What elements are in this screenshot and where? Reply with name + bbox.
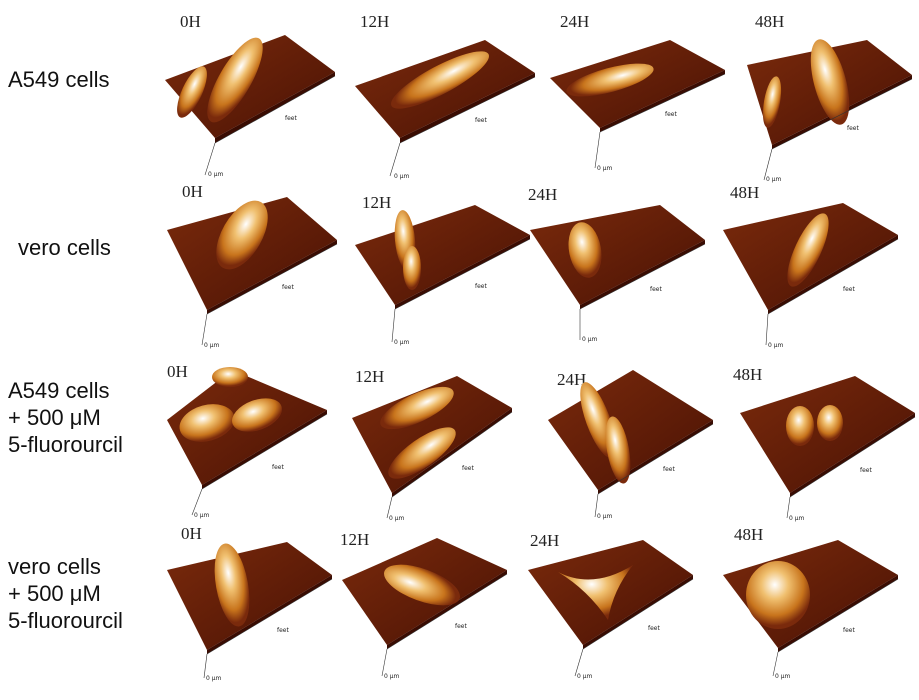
afm-image-r4-12h: feet 0 μm bbox=[337, 530, 527, 700]
time-label-r1-1: 12H bbox=[360, 12, 390, 31]
afm-surface: feet 0 μm bbox=[167, 197, 338, 349]
afm-image-r3-0h: feet 0 μm bbox=[162, 365, 352, 535]
time-label-r2-0: 0H bbox=[182, 182, 203, 201]
afm-surface: feet 0 μm bbox=[740, 376, 916, 522]
afm-image-r2-0h: feet 0 μm bbox=[162, 185, 352, 355]
afm-surface: feet 0 μm bbox=[747, 39, 913, 183]
afm-surface: feet 0 μm bbox=[723, 540, 899, 680]
afm-image-r2-12h: feet 0 μm bbox=[350, 190, 540, 360]
axis-zero: 0 μm bbox=[394, 339, 410, 346]
afm-surface: feet 0 μm bbox=[530, 205, 706, 343]
time-label-r4-2: 24H bbox=[530, 531, 560, 550]
afm-surface: feet 0 μm bbox=[352, 376, 513, 522]
afm-surface: feet 0 μm bbox=[548, 370, 714, 520]
row-label-2: vero cells bbox=[18, 235, 111, 260]
axis-zero: 0 μm bbox=[384, 673, 400, 680]
time-label-r1-2: 24H bbox=[560, 12, 590, 31]
afm-image-r4-48h: feet 0 μm bbox=[718, 530, 908, 700]
axis-zero: 0 μm bbox=[766, 176, 782, 183]
afm-surface: feet 0 μm bbox=[167, 542, 333, 682]
time-label-r1-3: 48H bbox=[755, 12, 785, 31]
time-label-r4-3: 48H bbox=[734, 525, 764, 544]
afm-surface: feet 0 μm bbox=[342, 538, 508, 680]
axis-label: feet bbox=[475, 283, 487, 290]
afm-image-r1-24h: feet 0 μm bbox=[545, 18, 735, 188]
axis-zero: 0 μm bbox=[389, 515, 405, 522]
axis-label: feet bbox=[648, 625, 660, 632]
afm-surface: feet 0 μm bbox=[723, 203, 899, 349]
axis-label: feet bbox=[285, 115, 297, 122]
time-label-r4-0: 0H bbox=[181, 524, 202, 543]
time-label-r3-2: 24H bbox=[557, 370, 587, 389]
afm-surface: feet 0 μm bbox=[355, 40, 536, 180]
time-label-r1-0: 0H bbox=[180, 12, 201, 31]
axis-label: feet bbox=[665, 111, 677, 118]
afm-image-r4-0h: feet 0 μm bbox=[162, 530, 352, 700]
axis-zero: 0 μm bbox=[204, 342, 220, 349]
axis-zero: 0 μm bbox=[194, 512, 210, 519]
axis-zero: 0 μm bbox=[208, 171, 224, 178]
afm-figure: A549 cells vero cells A549 cells + 500 μ… bbox=[8, 10, 919, 682]
axis-label: feet bbox=[462, 465, 474, 472]
afm-surface: feet 0 μm bbox=[355, 205, 531, 346]
time-label-r4-1: 12H bbox=[340, 530, 370, 549]
axis-label: feet bbox=[282, 284, 294, 291]
time-label-r3-3: 48H bbox=[733, 365, 763, 384]
time-label-r3-0: 0H bbox=[167, 362, 188, 381]
afm-image-r1-48h: feet 0 μm bbox=[742, 20, 919, 190]
axis-label: feet bbox=[847, 125, 859, 132]
afm-image-r1-12h: feet 0 μm bbox=[350, 18, 540, 188]
axis-label: feet bbox=[843, 286, 855, 293]
afm-image-r3-48h: feet 0 μm bbox=[735, 368, 919, 538]
axis-label: feet bbox=[650, 286, 662, 293]
axis-label: feet bbox=[843, 627, 855, 634]
row-label-1: A549 cells bbox=[8, 67, 110, 92]
axis-zero: 0 μm bbox=[768, 342, 784, 349]
axis-zero: 0 μm bbox=[775, 673, 791, 680]
time-label-r3-1: 12H bbox=[355, 367, 385, 386]
axis-label: feet bbox=[455, 623, 467, 630]
time-label-r2-1: 12H bbox=[362, 193, 392, 212]
afm-surface: feet 0 μm bbox=[167, 367, 328, 519]
axis-zero: 0 μm bbox=[597, 165, 613, 172]
afm-surface: feet 0 μm bbox=[528, 540, 694, 680]
afm-surface: feet 0 μm bbox=[165, 35, 336, 178]
afm-image-r3-24h: feet 0 μm bbox=[543, 365, 733, 535]
axis-zero: 0 μm bbox=[597, 513, 613, 520]
axis-label: feet bbox=[475, 117, 487, 124]
time-label-r2-3: 48H bbox=[730, 183, 760, 202]
axis-zero: 0 μm bbox=[394, 173, 410, 180]
afm-surface: feet 0 μm bbox=[550, 40, 726, 172]
afm-image-r4-24h: feet 0 μm bbox=[523, 530, 713, 700]
time-label-r2-2: 24H bbox=[528, 185, 558, 204]
row-label-4: vero cells + 500 μM 5-fluorourcil bbox=[8, 554, 123, 633]
axis-label: feet bbox=[272, 464, 284, 471]
row-label-3: A549 cells + 500 μM 5-fluorourcil bbox=[8, 378, 123, 457]
afm-image-r1-0h: feet 0 μm bbox=[160, 10, 350, 180]
axis-label: feet bbox=[860, 467, 872, 474]
axis-zero: 0 μm bbox=[206, 675, 222, 682]
afm-image-r2-48h: feet 0 μm bbox=[718, 195, 908, 365]
axis-label: feet bbox=[663, 466, 675, 473]
axis-zero: 0 μm bbox=[577, 673, 593, 680]
afm-image-r2-24h: feet 0 μm bbox=[525, 195, 715, 365]
afm-image-r3-12h: feet 0 μm bbox=[347, 368, 537, 538]
axis-zero: 0 μm bbox=[582, 336, 598, 343]
axis-label: feet bbox=[277, 627, 289, 634]
axis-zero: 0 μm bbox=[789, 515, 805, 522]
